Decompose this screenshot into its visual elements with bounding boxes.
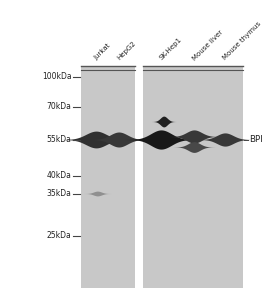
Text: 70kDa: 70kDa — [47, 102, 72, 111]
Text: 40kDa: 40kDa — [47, 171, 72, 180]
Text: Mouse liver: Mouse liver — [191, 29, 224, 62]
Text: 55kDa: 55kDa — [47, 135, 72, 144]
Text: 100kDa: 100kDa — [42, 72, 72, 81]
Text: 25kDa: 25kDa — [47, 231, 72, 240]
Bar — [81, 66, 135, 288]
Bar — [143, 66, 243, 288]
Text: HepG2: HepG2 — [116, 40, 137, 61]
Text: SK-Hep1: SK-Hep1 — [158, 37, 183, 62]
Text: 35kDa: 35kDa — [47, 189, 72, 198]
Text: Mouse thymus: Mouse thymus — [222, 21, 262, 62]
Text: Jurkat: Jurkat — [93, 43, 112, 62]
Text: BPI: BPI — [249, 135, 263, 144]
